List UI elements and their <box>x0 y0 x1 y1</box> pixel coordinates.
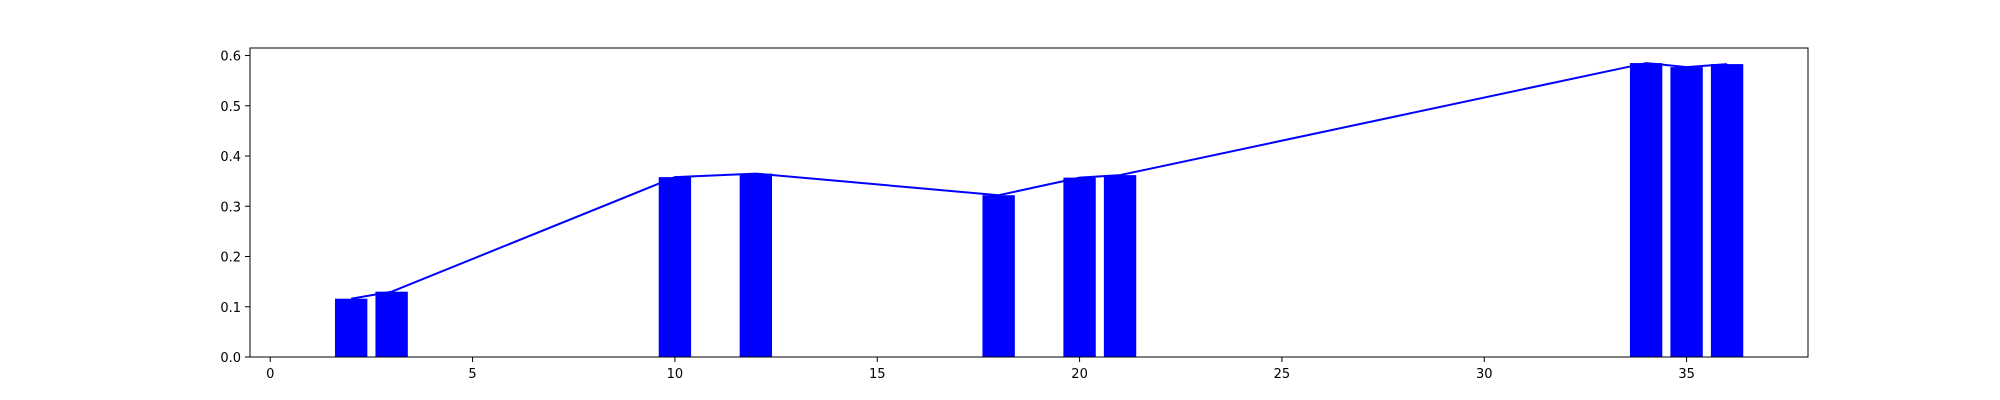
axes-frame <box>249 47 1809 358</box>
bar <box>1710 64 1744 357</box>
y-tick-label: 0.4 <box>220 150 241 165</box>
y-tick-label: 0.0 <box>220 351 241 366</box>
x-tick-label: 10 <box>667 367 684 382</box>
x-tick-label: 35 <box>1678 367 1695 382</box>
x-tick-label: 15 <box>869 367 886 382</box>
y-tick-label: 0.2 <box>220 251 241 266</box>
bar <box>1063 177 1096 357</box>
y-tick-label: 0.5 <box>220 100 241 115</box>
bar <box>658 177 692 357</box>
bar <box>739 173 773 357</box>
x-tick-label: 20 <box>1071 367 1088 382</box>
bar <box>1629 63 1663 357</box>
plot-area <box>334 62 1744 357</box>
x-tick-label: 30 <box>1476 367 1493 382</box>
y-tick-label: 0.1 <box>220 301 241 316</box>
bar <box>1670 67 1703 357</box>
bar <box>375 291 408 357</box>
x-tick-label: 5 <box>468 367 476 382</box>
bar <box>1103 175 1137 357</box>
series-line <box>350 62 1728 300</box>
axes: 0 5 10 15 20 25 30 35 0.0 0.1 0.2 0.3 0.4 0.5 0.6 <box>220 47 1809 382</box>
y-tick-label: 0.6 <box>220 50 241 65</box>
bar <box>982 195 1015 357</box>
y-tick-label: 0.3 <box>220 200 241 215</box>
x-tick-label: 0 <box>266 367 274 382</box>
x-tick-label: 25 <box>1274 367 1291 382</box>
bar <box>334 298 368 357</box>
